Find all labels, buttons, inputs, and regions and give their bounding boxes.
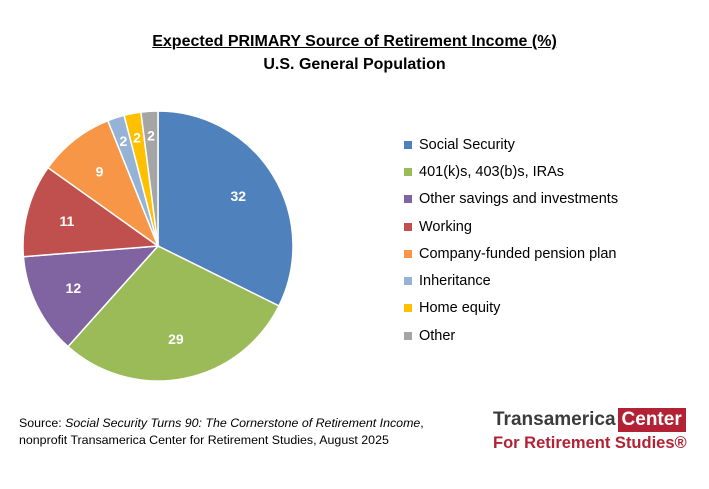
logo-subtitle: For Retirement Studies® [493, 434, 687, 452]
legend-label: Home equity [419, 300, 501, 317]
legend-swatch [404, 331, 412, 340]
legend-swatch [404, 249, 412, 258]
legend-item: Other savings and investments [404, 186, 618, 213]
pie-data-label: 2 [147, 128, 155, 144]
legend-item: Other [404, 322, 618, 349]
legend-label: Social Security [419, 136, 515, 153]
legend-item: 401(k)s, 403(b)s, IRAs [404, 158, 618, 185]
pie-data-label: 9 [96, 164, 104, 180]
source-title: Social Security Turns 90: The Cornerston… [65, 416, 421, 430]
source-note: Source: Social Security Turns 90: The Co… [19, 416, 424, 447]
legend-swatch [404, 304, 412, 313]
legend-item: Company-funded pension plan [404, 240, 618, 267]
logo-word-center: Center [617, 408, 686, 432]
legend-item: Home equity [404, 295, 618, 322]
pie-data-label: 32 [231, 188, 247, 204]
legend-swatch [404, 277, 412, 286]
chart-legend: Social Security 401(k)s, 403(b)s, IRAs Oth… [404, 131, 618, 349]
logo-word-transamerica: Transamerica [493, 409, 616, 430]
pie-slice-working [22, 166, 161, 258]
pie-slice-401-k-s-403-b-s-iras [66, 245, 280, 382]
legend-label: Working [419, 218, 472, 235]
pie-slice-other [140, 110, 159, 247]
legend-label: Other savings and investments [419, 191, 619, 208]
legend-swatch [404, 195, 412, 204]
pie-data-label: 12 [66, 280, 82, 296]
chart-subtitle: U.S. General Population [263, 56, 446, 73]
legend-item: Inheritance [404, 267, 618, 294]
legend-label: Company-funded pension plan [419, 245, 617, 262]
legend-swatch [404, 222, 412, 231]
legend-swatch [404, 140, 412, 149]
legend-label: Other [419, 327, 456, 344]
pie-data-label: 11 [60, 213, 75, 229]
pie-data-label: 2 [120, 133, 128, 149]
legend-label: 401(k)s, 403(b)s, IRAs [419, 163, 565, 180]
legend-item: Social Security [404, 131, 618, 158]
pie-slice-social-security [157, 110, 294, 307]
pie-slice-other-savings-and-investments [22, 245, 160, 348]
source-line-2: nonprofit Transamerica Center for Retire… [19, 433, 389, 447]
legend-label: Inheritance [419, 273, 491, 290]
tcrs-logo: Transamerica Center For Retirement Studi… [493, 408, 687, 453]
legend-item: Working [404, 213, 618, 240]
pie-data-label: 29 [168, 331, 184, 347]
pie-data-label: 2 [133, 129, 141, 145]
chart-title: Expected PRIMARY Source of Retirement In… [152, 33, 557, 50]
legend-swatch [404, 167, 412, 176]
